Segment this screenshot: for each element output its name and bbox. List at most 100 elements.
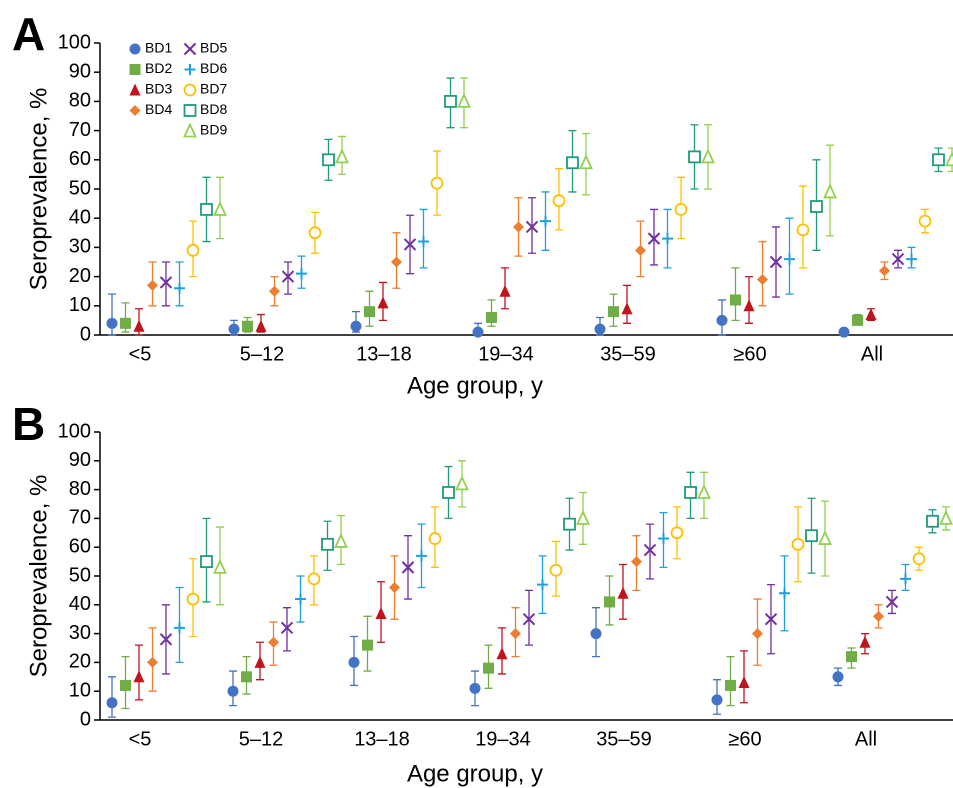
x-tick-label: All: [861, 343, 883, 365]
legend-marker: [129, 83, 141, 96]
marker: [540, 215, 551, 227]
x-tick-label: 5–12: [239, 728, 284, 750]
marker: [147, 279, 158, 291]
marker: [295, 593, 306, 605]
series: [106, 607, 844, 718]
marker: [764, 612, 778, 626]
y-tick-label: 100: [58, 420, 91, 442]
legend-marker: [184, 64, 196, 75]
marker: [472, 326, 484, 338]
panel-label: A: [12, 8, 45, 60]
series: [186, 150, 932, 278]
marker: [106, 697, 118, 709]
marker: [469, 682, 481, 694]
x-tick-label: ≥60: [733, 343, 766, 365]
x-tick-label: 13–18: [354, 728, 410, 750]
y-tick-label: 100: [58, 31, 91, 53]
legend-marker: [183, 104, 197, 117]
marker: [268, 636, 279, 648]
marker: [552, 194, 566, 208]
marker: [391, 256, 402, 268]
marker: [832, 671, 844, 683]
marker: [900, 573, 911, 585]
marker: [743, 299, 755, 312]
series: [174, 191, 917, 307]
marker: [444, 95, 457, 108]
x-tick-label: <5: [129, 343, 152, 365]
marker: [106, 317, 118, 329]
marker: [738, 676, 750, 689]
y-tick-label: 20: [69, 265, 91, 287]
error-bar: [731, 267, 740, 322]
marker: [859, 635, 871, 648]
marker: [418, 236, 429, 248]
marker: [932, 153, 945, 167]
error-bar: [525, 589, 533, 646]
marker: [455, 475, 469, 491]
marker: [377, 296, 389, 309]
marker: [430, 176, 444, 190]
marker: [779, 587, 790, 599]
marker: [945, 151, 953, 167]
marker: [335, 148, 349, 164]
y-tick-label: 30: [69, 236, 91, 258]
marker: [350, 320, 362, 332]
marker: [348, 656, 360, 668]
marker: [200, 555, 213, 568]
y-tick-label: 0: [80, 708, 91, 730]
marker: [701, 148, 715, 164]
marker: [255, 319, 267, 332]
series: [133, 267, 877, 336]
legend-marker: [183, 83, 197, 97]
marker: [918, 214, 932, 228]
marker: [322, 153, 335, 167]
marker: [159, 276, 173, 289]
marker: [510, 628, 521, 640]
marker: [852, 314, 863, 326]
marker: [416, 550, 427, 562]
marker: [186, 243, 200, 257]
marker: [174, 622, 185, 634]
y-tick-label: 40: [69, 206, 91, 228]
marker: [241, 671, 252, 683]
y-axis-label: Seroprevalence, %: [25, 88, 52, 291]
marker: [537, 579, 548, 591]
legend-label: BD7: [200, 81, 227, 97]
marker: [647, 232, 661, 245]
legend-label: BD8: [200, 101, 227, 117]
series: [147, 197, 890, 307]
marker: [725, 679, 736, 691]
marker: [823, 183, 837, 199]
legend-label: BD4: [145, 101, 172, 117]
x-axis-label: Age group, y: [407, 372, 543, 399]
series: [106, 293, 850, 338]
marker: [752, 628, 763, 640]
marker: [796, 223, 810, 237]
marker: [147, 656, 158, 668]
marker: [442, 486, 455, 499]
marker: [621, 302, 633, 315]
x-tick-label: 5–12: [240, 343, 285, 365]
y-tick-label: 70: [69, 507, 91, 529]
y-tick-label: 50: [69, 177, 91, 199]
y-tick-label: 70: [69, 119, 91, 141]
marker: [227, 685, 239, 697]
marker: [334, 532, 348, 548]
marker: [375, 606, 387, 619]
marker: [483, 662, 494, 674]
marker: [879, 265, 890, 277]
error-bar: [283, 607, 291, 652]
y-tick-label: 80: [69, 90, 91, 112]
series: [147, 535, 884, 692]
y-tick-label: 60: [69, 535, 91, 557]
y-tick-label: 80: [69, 478, 91, 500]
marker: [791, 537, 805, 551]
legend-label: BD3: [145, 81, 172, 97]
marker: [757, 274, 768, 286]
marker: [684, 486, 697, 499]
legend-label: BD9: [200, 122, 227, 138]
marker: [296, 268, 307, 280]
marker: [403, 238, 417, 251]
marker: [281, 270, 295, 283]
